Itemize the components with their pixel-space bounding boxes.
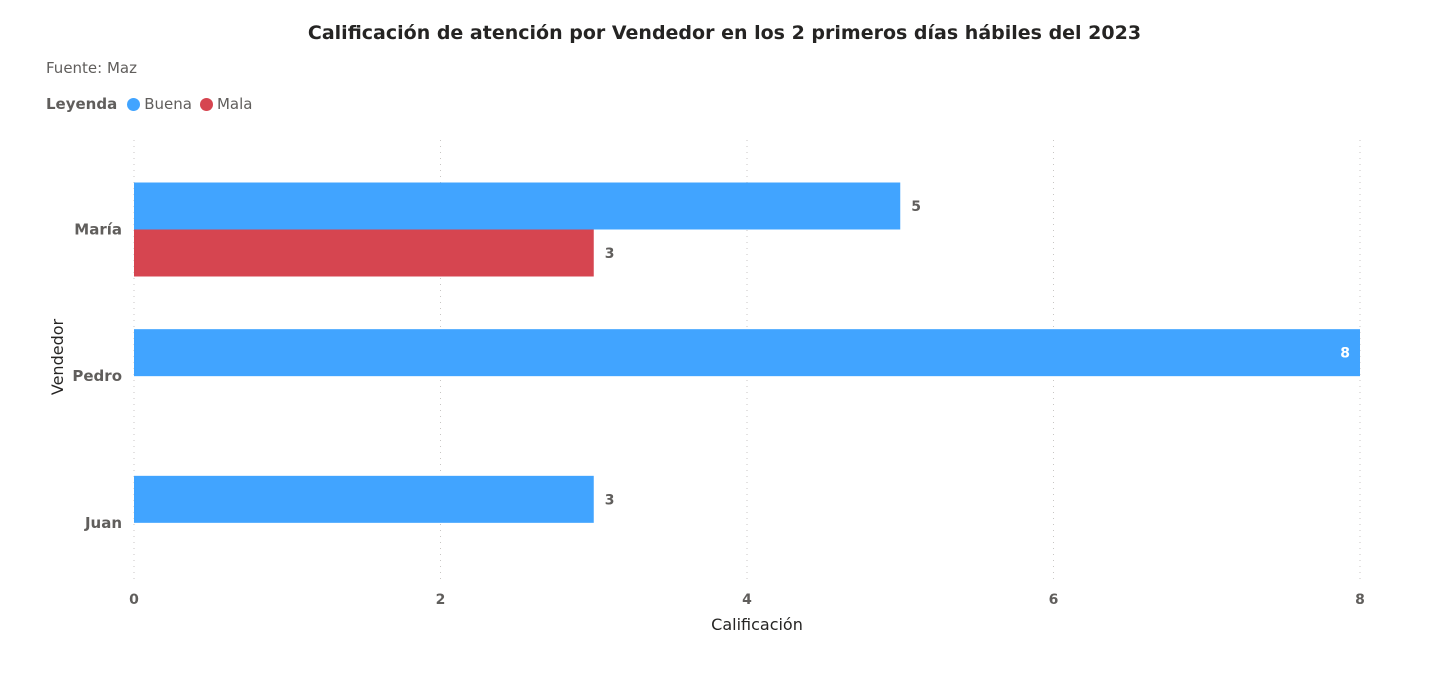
x-axis-title: Calificación bbox=[711, 615, 803, 634]
category-label: Juan bbox=[84, 514, 122, 532]
data-label: 8 bbox=[1340, 346, 1350, 362]
x-tick-label: 0 bbox=[129, 592, 139, 608]
x-tick-label: 8 bbox=[1355, 592, 1365, 608]
category-label: María bbox=[74, 221, 122, 239]
data-label: 3 bbox=[605, 246, 615, 262]
x-tick-label: 2 bbox=[436, 592, 446, 608]
x-tick-label: 6 bbox=[1049, 592, 1059, 608]
legend-dot-buena-icon bbox=[127, 97, 141, 111]
x-axis-ticks: 0 2 4 6 8 bbox=[129, 592, 1365, 608]
x-tick-label: 4 bbox=[742, 592, 752, 608]
bar-buena[interactable] bbox=[134, 182, 901, 230]
bar-mala[interactable] bbox=[134, 229, 594, 277]
category-label: Pedro bbox=[72, 367, 122, 385]
data-labels: 5 3 8 3 bbox=[605, 199, 1350, 508]
bar-buena[interactable] bbox=[134, 329, 1360, 377]
legend-dot-mala-icon bbox=[199, 97, 213, 111]
data-label: 3 bbox=[605, 492, 615, 508]
chart-title: Calificación de atención por Vendedor en… bbox=[307, 22, 1142, 44]
data-label: 5 bbox=[911, 199, 921, 215]
legend-label-buena: Buena bbox=[144, 95, 192, 113]
y-axis-categories: María Pedro Juan bbox=[72, 221, 122, 532]
legend-title: Leyenda bbox=[46, 95, 118, 113]
legend-item-mala[interactable]: Mala bbox=[199, 95, 253, 113]
bars bbox=[134, 182, 1360, 523]
chart-subtitle: Fuente: Maz bbox=[46, 59, 137, 77]
bar-buena[interactable] bbox=[134, 475, 594, 523]
legend: Leyenda Buena Mala bbox=[46, 95, 260, 113]
legend-label-mala: Mala bbox=[216, 95, 253, 113]
legend-item-buena[interactable]: Buena bbox=[127, 95, 192, 113]
y-axis-title: Vendedor bbox=[48, 318, 67, 395]
